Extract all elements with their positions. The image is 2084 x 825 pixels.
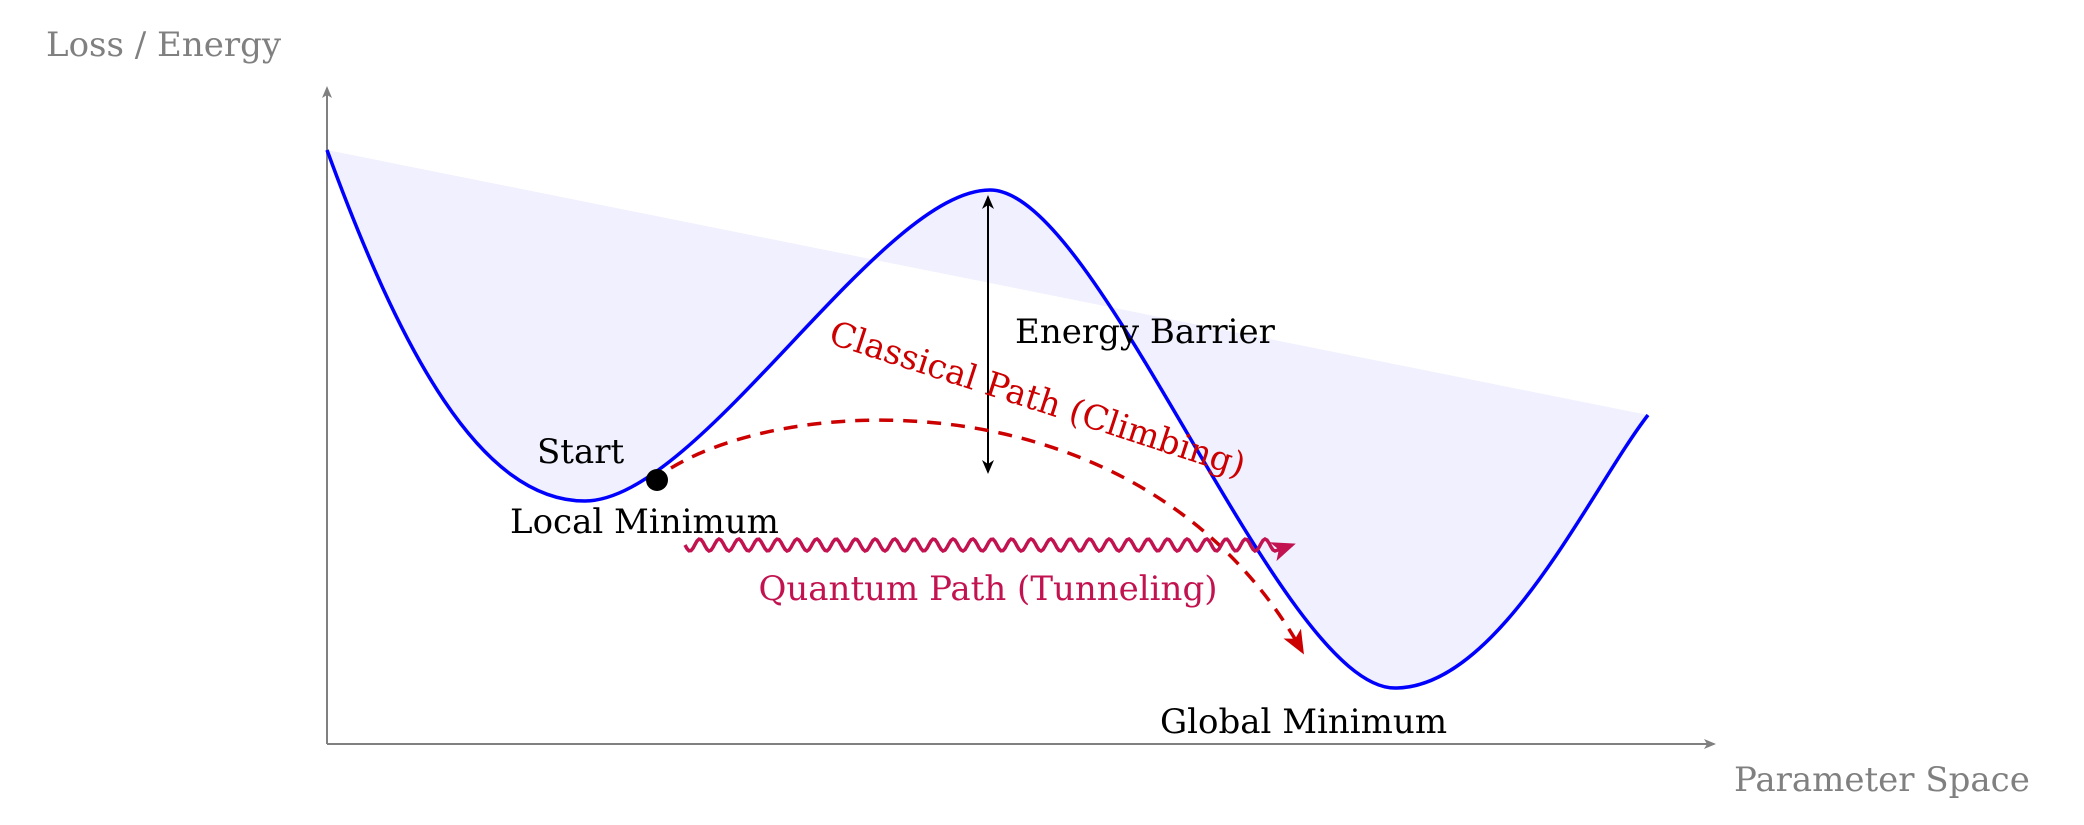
energy-barrier-label: Energy Barrier [1015,312,1276,352]
x-axis-label: Parameter Space [1734,760,2030,800]
landscape-fill [327,150,1648,688]
local-minimum-label: Local Minimum [510,502,779,542]
global-minimum-label: Global Minimum [1160,702,1447,742]
start-point [646,469,668,491]
loss-curve [325,149,1650,690]
quantum-path-arrow [683,536,1296,562]
quantum-path-label: Quantum Path (Tunneling) [759,569,1218,609]
start-label: Start [537,432,624,472]
classical-path-arrow [670,418,1304,655]
y-axis-label: Loss / Energy [46,25,282,65]
